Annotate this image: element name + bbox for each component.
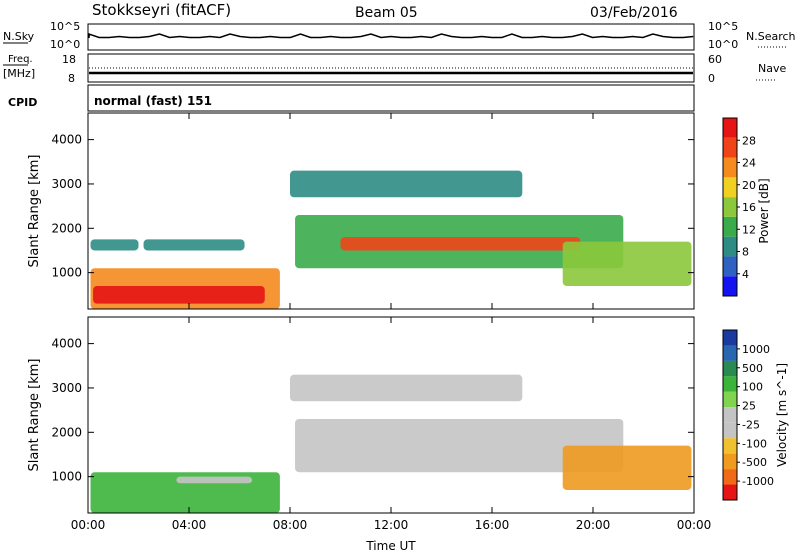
nave-top: 60 xyxy=(708,53,722,66)
power-region-3 xyxy=(143,239,245,251)
nsearch-label: N.Search xyxy=(746,30,796,43)
velocity-colorbar-swatch xyxy=(723,360,737,377)
power-colorbar-swatch xyxy=(723,137,737,158)
velocity-colorbar-label: Velocity [m s^-1] xyxy=(775,363,789,467)
y-tick-label: 3000 xyxy=(51,177,82,191)
velocity-colorbar-swatch xyxy=(723,376,737,392)
y-tick-label: 2000 xyxy=(51,425,82,439)
ns-top-left: 10^5 xyxy=(50,20,80,33)
cpid-value: normal (fast) 151 xyxy=(94,94,212,108)
power-ylabel: Slant Range [km] xyxy=(27,155,42,268)
power-colorbar-swatch xyxy=(723,236,737,257)
velocity-region-3 xyxy=(290,374,523,402)
y-tick-label: 2000 xyxy=(51,221,82,235)
freq-label: Freq. xyxy=(8,54,33,65)
velocity-colorbar-swatch xyxy=(723,469,737,485)
y-tick-label: 4000 xyxy=(51,337,82,351)
freq-bot: 8 xyxy=(68,72,75,85)
power-region-2 xyxy=(90,239,139,251)
vel-cbar-tick-label: -1000 xyxy=(742,475,774,488)
power-region-5 xyxy=(340,237,581,251)
power-y-axis: 1000 2000 3000 4000 xyxy=(51,133,694,280)
velocity-colorbar-frame xyxy=(722,329,738,501)
x-tick-label: 00:00 xyxy=(677,518,712,532)
velocity-colorbar-swatch xyxy=(723,345,737,361)
velocity-colorbar: 1000 500 100 25 -25 -100 -500 -1000 xyxy=(722,329,774,501)
cpid-label: CPID xyxy=(8,96,37,109)
velocity-ylabel: Slant Range [km] xyxy=(27,359,42,472)
power-region-6 xyxy=(290,170,523,198)
nave-label: Nave xyxy=(758,62,786,75)
velocity-colorbar-swatch xyxy=(723,391,737,408)
power-heatmap xyxy=(90,170,692,309)
velocity-region-2 xyxy=(295,418,624,473)
power-cbar-tick-label: 12 xyxy=(742,223,756,236)
power-colorbar-swatch xyxy=(723,118,737,138)
power-colorbar-swatch xyxy=(723,157,737,178)
x-tick-label: 04:00 xyxy=(172,518,207,532)
power-cbar-tick-label: 4 xyxy=(742,268,749,281)
power-x-axis xyxy=(87,113,695,309)
velocity-colorbar-swatch xyxy=(723,453,737,470)
power-region-7 xyxy=(562,241,692,286)
power-colorbar-swatch xyxy=(723,276,737,296)
beam-title: Beam 05 xyxy=(355,5,418,21)
power-cbar-tick-label: 24 xyxy=(742,157,756,170)
velocity-x-axis: 00:00 04:00 08:00 12:00 16:00 20:00 00:00 xyxy=(71,317,712,532)
ns-bot-left: 10^0 xyxy=(50,38,80,51)
velocity-colorbar-swatch xyxy=(723,407,737,423)
station-title: Stokkseyri (fitACF) xyxy=(92,1,231,19)
power-cbar-tick-label: 16 xyxy=(742,201,756,214)
velocity-region-4 xyxy=(562,445,692,490)
noise-trace xyxy=(88,32,694,39)
power-region-1 xyxy=(93,285,265,304)
x-tick-label: 20:00 xyxy=(576,518,611,532)
velocity-y-axis: 1000 2000 3000 4000 xyxy=(51,337,694,484)
power-colorbar-swatch xyxy=(723,197,737,217)
velocity-colorbar-swatch xyxy=(723,422,737,439)
x-tick-label: 16:00 xyxy=(475,518,510,532)
power-cbar-tick-label: 8 xyxy=(742,246,749,259)
vel-cbar-tick-label: -100 xyxy=(742,437,767,450)
y-tick-label: 4000 xyxy=(51,133,82,147)
vel-cbar-tick-label: -25 xyxy=(742,418,760,431)
velocity-heatmap xyxy=(90,374,692,513)
power-cbar-tick-label: 20 xyxy=(742,179,756,192)
vel-cbar-tick-label: 25 xyxy=(742,400,756,413)
cpid-panel xyxy=(87,84,695,112)
nsky-label: N.Sky xyxy=(3,30,35,43)
power-colorbar: 4 8 12 16 20 24 28 xyxy=(722,117,756,297)
power-colorbar-swatch xyxy=(723,256,737,277)
vel-cbar-tick-label: 100 xyxy=(742,381,763,394)
x-tick-label: 12:00 xyxy=(374,518,409,532)
mhz-label: [MHz] xyxy=(3,67,35,80)
power-colorbar-swatch xyxy=(723,216,737,237)
noise-line xyxy=(88,32,694,39)
ns-bot-right: 10^0 xyxy=(708,38,738,51)
vel-cbar-tick-label: 1000 xyxy=(742,343,770,356)
velocity-colorbar-swatch xyxy=(723,330,737,346)
power-colorbar-label: Power [dB] xyxy=(757,178,771,243)
power-colorbar-swatch xyxy=(723,177,737,198)
y-tick-label: 1000 xyxy=(51,266,82,280)
velocity-colorbar-swatch xyxy=(723,484,737,500)
power-cbar-tick-label: 28 xyxy=(742,134,756,147)
freq-top: 18 xyxy=(62,53,76,66)
freq-panel xyxy=(87,53,695,83)
time-axis-label: Time UT xyxy=(365,539,416,553)
velocity-colorbar-swatch xyxy=(723,438,737,454)
ns-top-right: 10^5 xyxy=(708,20,738,33)
y-tick-label: 3000 xyxy=(51,381,82,395)
velocity-region-1 xyxy=(176,476,253,484)
x-tick-label: 08:00 xyxy=(273,518,308,532)
date-title: 03/Feb/2016 xyxy=(590,5,678,21)
y-tick-label: 1000 xyxy=(51,470,82,484)
x-tick-label: 00:00 xyxy=(71,518,106,532)
vel-cbar-tick-label: -500 xyxy=(742,456,767,469)
noise-panel xyxy=(87,23,695,51)
vel-cbar-tick-label: 500 xyxy=(742,362,763,375)
nave-bot: 0 xyxy=(708,72,715,85)
